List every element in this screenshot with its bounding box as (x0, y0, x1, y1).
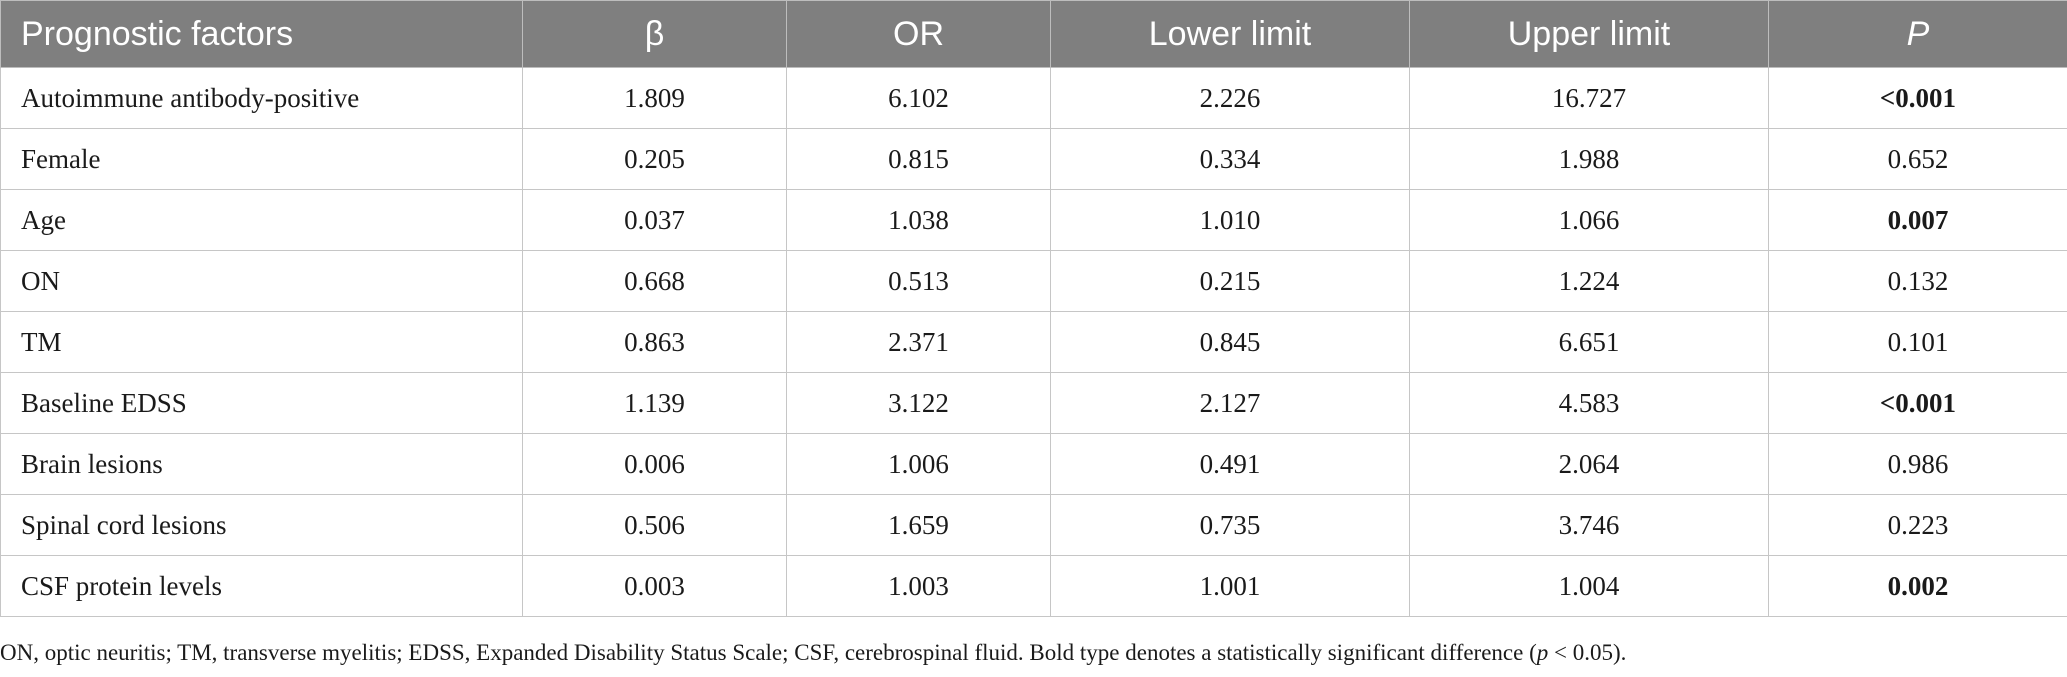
cell-lower-limit: 0.735 (1050, 494, 1410, 556)
cell-upper-limit: 16.727 (1409, 67, 1769, 129)
cell-p: <0.001 (1768, 67, 2067, 129)
cell-factor: Autoimmune antibody-positive (0, 67, 523, 129)
table-row: Brain lesions 0.006 1.006 0.491 2.064 0.986 (0, 433, 2067, 495)
cell-factor: ON (0, 250, 523, 312)
cell-factor: TM (0, 311, 523, 373)
cell-beta: 0.506 (522, 494, 787, 556)
cell-beta: 0.863 (522, 311, 787, 373)
cell-upper-limit: 1.066 (1409, 189, 1769, 251)
cell-factor: Brain lesions (0, 433, 523, 495)
cell-upper-limit: 1.224 (1409, 250, 1769, 312)
table-row: TM 0.863 2.371 0.845 6.651 0.101 (0, 311, 2067, 373)
table-row: ON 0.668 0.513 0.215 1.224 0.132 (0, 250, 2067, 312)
header-upper-limit: Upper limit (1409, 0, 1769, 68)
table-row: Autoimmune antibody-positive 1.809 6.102 2.… (0, 67, 2067, 129)
table-row: CSF protein levels 0.003 1.003 1.001 1.004 0.… (0, 555, 2067, 617)
cell-upper-limit: 1.004 (1409, 555, 1769, 617)
table-container: Prognostic factors β OR Lower limit Uppe… (0, 0, 2067, 617)
cell-factor: Female (0, 128, 523, 190)
header-lower-limit: Lower limit (1050, 0, 1410, 68)
table-footnote: ON, optic neuritis; TM, transverse myeli… (0, 640, 1626, 666)
footnote-text: ON, optic neuritis; TM, transverse myeli… (0, 640, 1537, 665)
cell-or: 1.003 (786, 555, 1051, 617)
cell-p: 0.002 (1768, 555, 2067, 617)
cell-beta: 0.205 (522, 128, 787, 190)
cell-upper-limit: 3.746 (1409, 494, 1769, 556)
cell-p: 0.223 (1768, 494, 2067, 556)
cell-or: 0.513 (786, 250, 1051, 312)
cell-p: 0.986 (1768, 433, 2067, 495)
cell-upper-limit: 1.988 (1409, 128, 1769, 190)
cell-lower-limit: 2.226 (1050, 67, 1410, 129)
table-row: Baseline EDSS 1.139 3.122 2.127 4.583 <0.001 (0, 372, 2067, 434)
table-body: Autoimmune antibody-positive 1.809 6.102 2.… (0, 67, 2067, 617)
header-or: OR (786, 0, 1051, 68)
cell-lower-limit: 2.127 (1050, 372, 1410, 434)
prognostic-factors-table: Prognostic factors β OR Lower limit Uppe… (0, 0, 2067, 617)
header-prognostic-factors: Prognostic factors (0, 0, 523, 68)
cell-p: 0.132 (1768, 250, 2067, 312)
cell-lower-limit: 0.215 (1050, 250, 1410, 312)
table-header-row: Prognostic factors β OR Lower limit Uppe… (0, 0, 2067, 68)
cell-factor: Spinal cord lesions (0, 494, 523, 556)
cell-lower-limit: 0.845 (1050, 311, 1410, 373)
cell-beta: 0.668 (522, 250, 787, 312)
cell-factor: Age (0, 189, 523, 251)
cell-upper-limit: 6.651 (1409, 311, 1769, 373)
cell-lower-limit: 0.334 (1050, 128, 1410, 190)
table-row: Female 0.205 0.815 0.334 1.988 0.652 (0, 128, 2067, 190)
cell-beta: 0.006 (522, 433, 787, 495)
cell-lower-limit: 0.491 (1050, 433, 1410, 495)
cell-upper-limit: 2.064 (1409, 433, 1769, 495)
cell-lower-limit: 1.010 (1050, 189, 1410, 251)
footnote-text-end: < 0.05). (1548, 640, 1627, 665)
cell-beta: 0.003 (522, 555, 787, 617)
cell-or: 6.102 (786, 67, 1051, 129)
cell-or: 2.371 (786, 311, 1051, 373)
cell-beta: 1.139 (522, 372, 787, 434)
cell-lower-limit: 1.001 (1050, 555, 1410, 617)
cell-p: <0.001 (1768, 372, 2067, 434)
cell-or: 1.006 (786, 433, 1051, 495)
cell-factor: Baseline EDSS (0, 372, 523, 434)
header-beta: β (522, 0, 787, 68)
cell-or: 1.038 (786, 189, 1051, 251)
cell-p: 0.101 (1768, 311, 2067, 373)
cell-or: 0.815 (786, 128, 1051, 190)
cell-p: 0.652 (1768, 128, 2067, 190)
cell-factor: CSF protein levels (0, 555, 523, 617)
table-row: Age 0.037 1.038 1.010 1.066 0.007 (0, 189, 2067, 251)
cell-or: 1.659 (786, 494, 1051, 556)
header-p: P (1768, 0, 2067, 68)
cell-or: 3.122 (786, 372, 1051, 434)
footnote-p-symbol: p (1536, 640, 1549, 665)
cell-p: 0.007 (1768, 189, 2067, 251)
cell-upper-limit: 4.583 (1409, 372, 1769, 434)
cell-beta: 0.037 (522, 189, 787, 251)
table-row: Spinal cord lesions 0.506 1.659 0.735 3.746 0… (0, 494, 2067, 556)
cell-beta: 1.809 (522, 67, 787, 129)
